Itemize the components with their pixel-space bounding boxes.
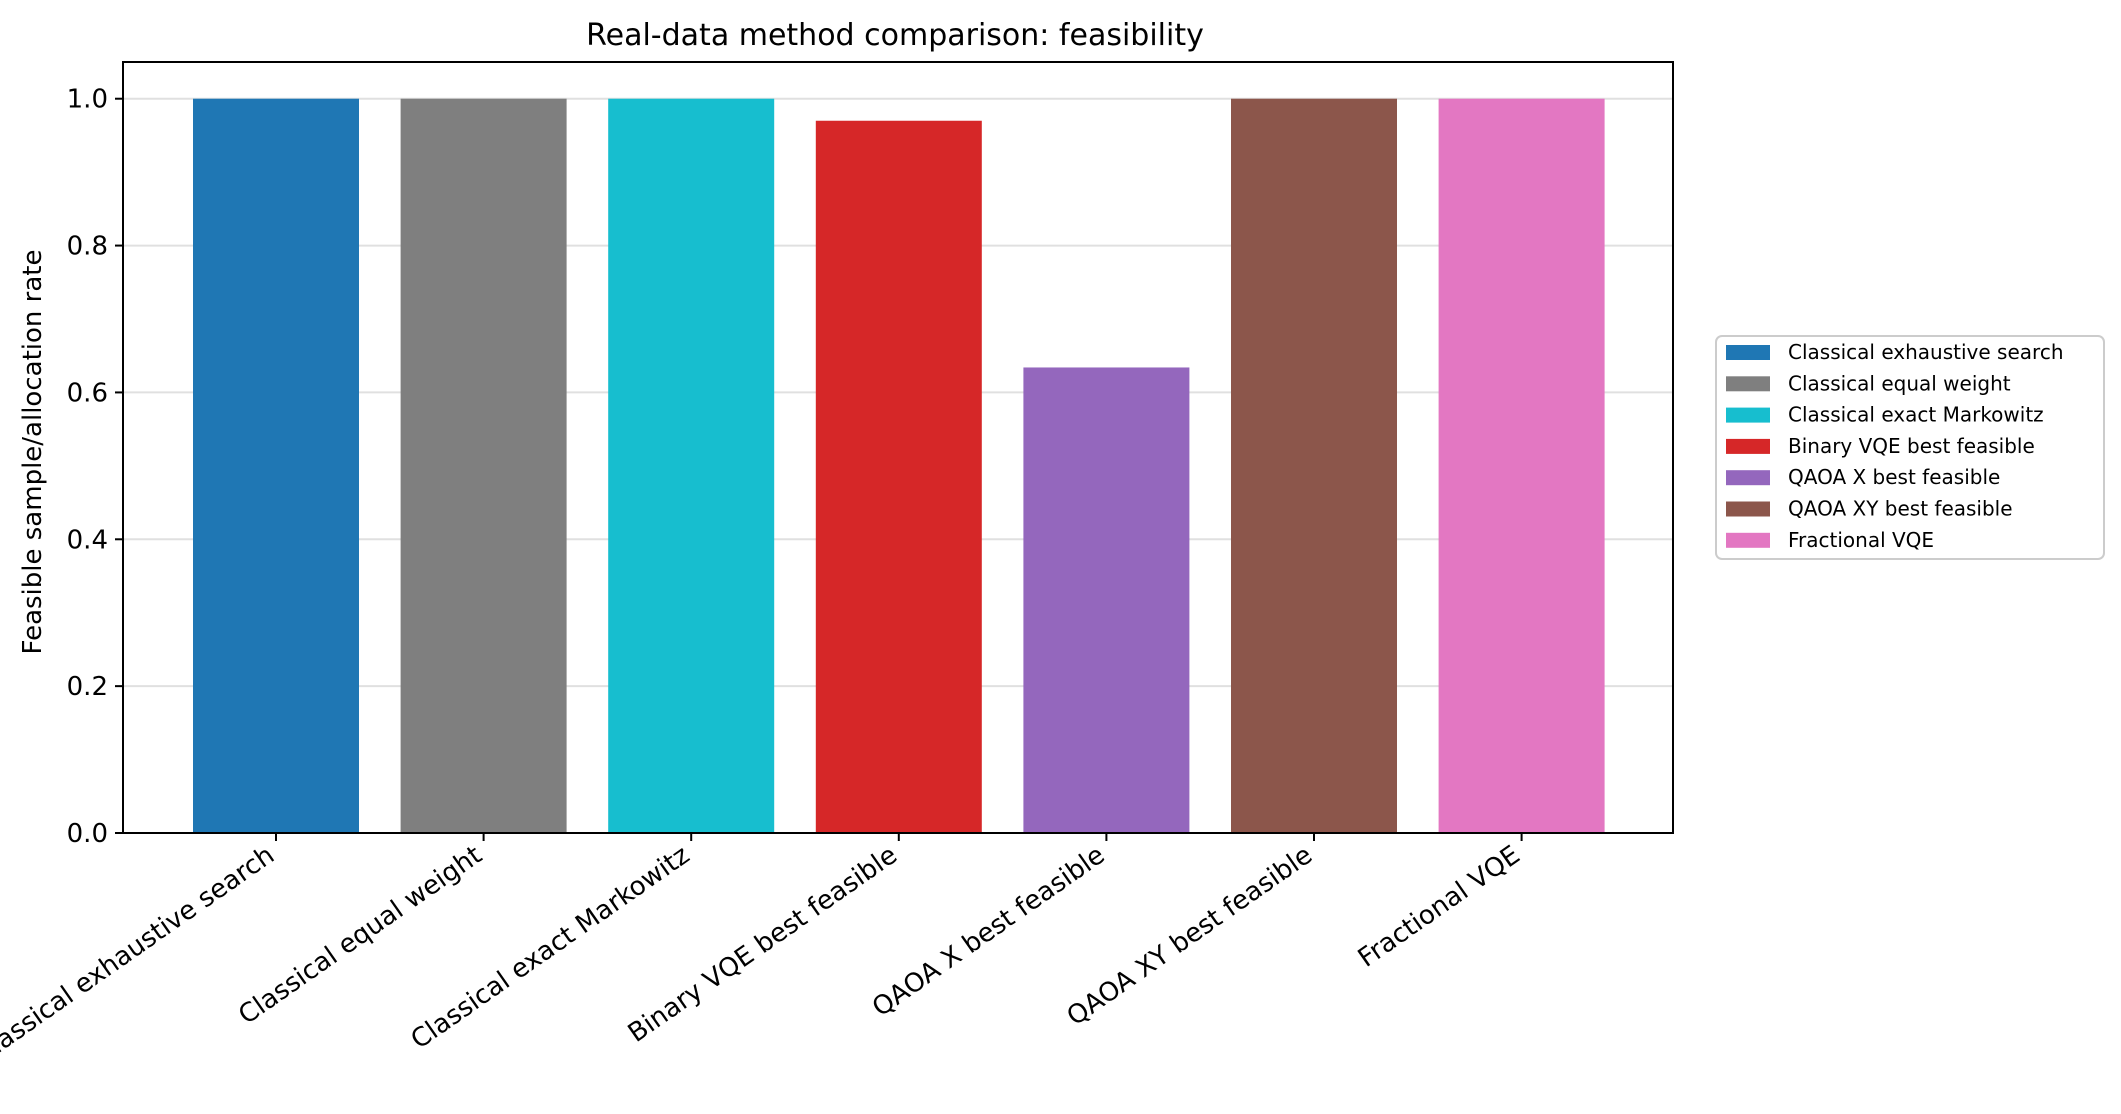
- y-axis-ticks: 0.0 0.2 0.4 0.6 0.8 1.0: [67, 85, 123, 849]
- y-tick-label: 1.0: [67, 85, 108, 115]
- legend-entry-label: QAOA X best feasible: [1788, 465, 2000, 489]
- y-tick-label: 0.0: [67, 819, 108, 849]
- legend-swatch: [1726, 470, 1770, 486]
- chart-title: Real-data method comparison: feasibility: [586, 18, 1204, 53]
- y-tick-label: 0.6: [67, 378, 108, 408]
- y-axis-label: Feasible sample/allocation rate: [18, 250, 48, 655]
- legend-entry-label: Fractional VQE: [1788, 528, 1934, 552]
- y-tick-label: 0.2: [67, 672, 108, 702]
- bar: [400, 98, 567, 833]
- legend-entry-label: Binary VQE best feasible: [1788, 434, 2035, 458]
- y-tick-label: 0.8: [67, 232, 108, 262]
- x-tick-label: QAOA X best feasible: [867, 840, 1110, 1023]
- x-tick-label: Classical exhaustive search: [0, 840, 280, 1070]
- bars: [193, 98, 1605, 833]
- legend-swatch: [1726, 532, 1770, 548]
- y-tick-label: 0.4: [67, 525, 108, 555]
- bar: [1438, 98, 1605, 833]
- legend-swatch: [1726, 345, 1770, 360]
- bar: [193, 98, 359, 833]
- bar: [1231, 98, 1397, 833]
- legend-entry-label: QAOA XY best feasible: [1788, 497, 2013, 521]
- bar: [1023, 367, 1190, 833]
- legend-swatch: [1726, 407, 1770, 423]
- legend-frame: [1715, 335, 2105, 560]
- bar: [608, 98, 775, 833]
- legend-swatch: [1726, 438, 1770, 454]
- x-tick-label: Fractional VQE: [1353, 840, 1526, 973]
- legend-swatch: [1726, 501, 1770, 517]
- legend-entry-label: Classical exact Markowitz: [1788, 403, 2044, 427]
- legend-entry-label: Classical equal weight: [1788, 371, 2011, 395]
- legend-entry-label: Classical exhaustive search: [1788, 340, 2064, 364]
- legend-swatch: [1726, 376, 1770, 392]
- bar: [815, 120, 982, 833]
- legend: Classical exhaustive search Classical equ…: [1715, 335, 2105, 560]
